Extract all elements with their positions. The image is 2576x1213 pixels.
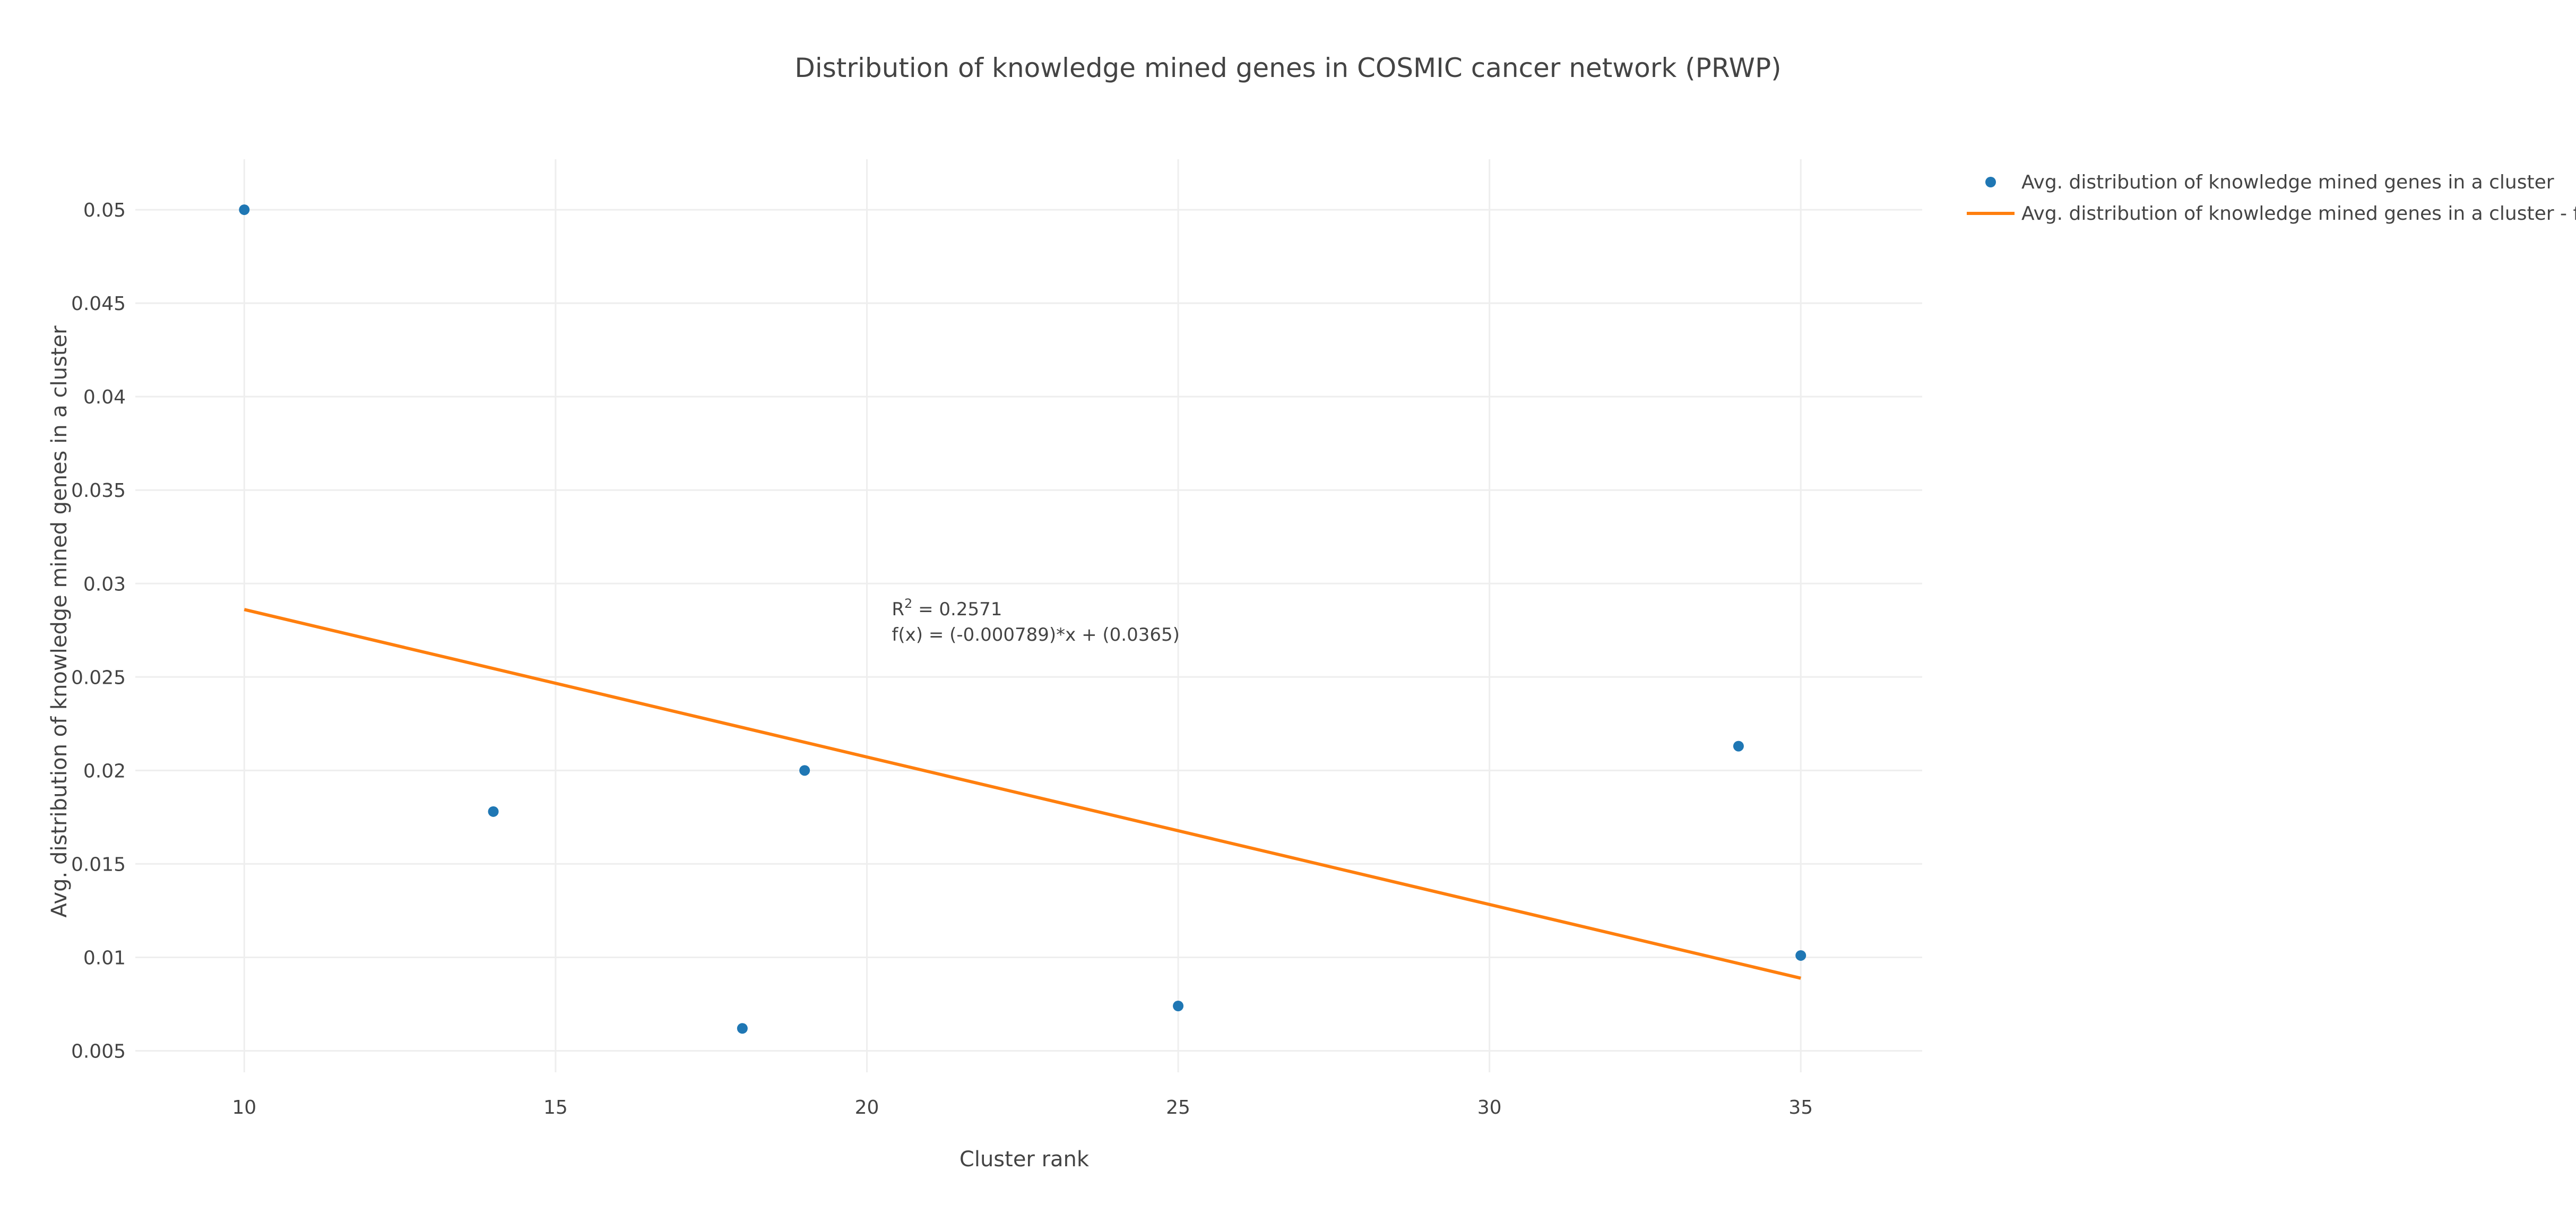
- data-point[interactable]: [239, 204, 250, 216]
- x-tick-label: 10: [232, 1097, 256, 1119]
- y-axis-title: Avg. distribution of knowledge mined gen…: [47, 325, 72, 918]
- r-squared-value: = 0.2571: [912, 599, 1002, 620]
- fit-line: [244, 608, 1801, 980]
- y-tick-label: 0.045: [71, 293, 126, 315]
- legend: Avg. distribution of knowledge mined gen…: [1967, 171, 2576, 225]
- data-point[interactable]: [737, 1023, 748, 1034]
- grid: [135, 159, 1922, 1072]
- fit-series: [244, 608, 1801, 980]
- chart-title: Distribution of knowledge mined genes in…: [794, 53, 1781, 83]
- x-tick-label: 15: [543, 1097, 568, 1119]
- legend-label-fit: Avg. distribution of knowledge mined gen…: [2021, 203, 2576, 225]
- r-squared-prefix: R: [892, 599, 904, 620]
- fit-formula-annotation: f(x) = (-0.000789)*x + (0.0365): [892, 624, 1179, 646]
- x-tick-label: 20: [855, 1097, 879, 1119]
- y-tick-label: 0.05: [83, 200, 126, 221]
- data-point[interactable]: [1733, 741, 1744, 752]
- legend-item-fit[interactable]: Avg. distribution of knowledge mined gen…: [1967, 203, 2576, 225]
- x-tick-label: 30: [1477, 1097, 1502, 1119]
- y-tick-label: 0.035: [71, 480, 126, 502]
- r-squared-annotation: R2 = 0.2571: [892, 596, 1002, 620]
- data-point[interactable]: [1795, 950, 1806, 961]
- x-tick-label: 35: [1788, 1097, 1813, 1119]
- legend-marker-symbol: [1985, 177, 1996, 187]
- legend-label-markers: Avg. distribution of knowledge mined gen…: [2021, 171, 2554, 193]
- y-tick-label: 0.03: [83, 573, 126, 595]
- marker-series: [239, 204, 1806, 1034]
- y-tick-label: 0.04: [83, 386, 126, 408]
- y-tick-label: 0.025: [71, 667, 126, 689]
- data-point[interactable]: [799, 765, 810, 776]
- axis-ticks: 10 15 20 25 30 35 0.005 0.01 0.015 0.02 0.025 0.03 0…: [71, 200, 1813, 1119]
- data-point[interactable]: [1173, 1001, 1184, 1012]
- r-squared-superscript: 2: [904, 596, 912, 611]
- legend-item-markers[interactable]: Avg. distribution of knowledge mined gen…: [1985, 171, 2554, 193]
- y-tick-label: 0.005: [71, 1041, 126, 1063]
- data-point[interactable]: [488, 806, 499, 817]
- y-tick-label: 0.01: [83, 947, 126, 969]
- x-axis-title: Cluster rank: [959, 1147, 1090, 1172]
- y-tick-label: 0.015: [71, 854, 126, 875]
- x-tick-label: 25: [1166, 1097, 1190, 1119]
- y-tick-label: 0.02: [83, 760, 126, 782]
